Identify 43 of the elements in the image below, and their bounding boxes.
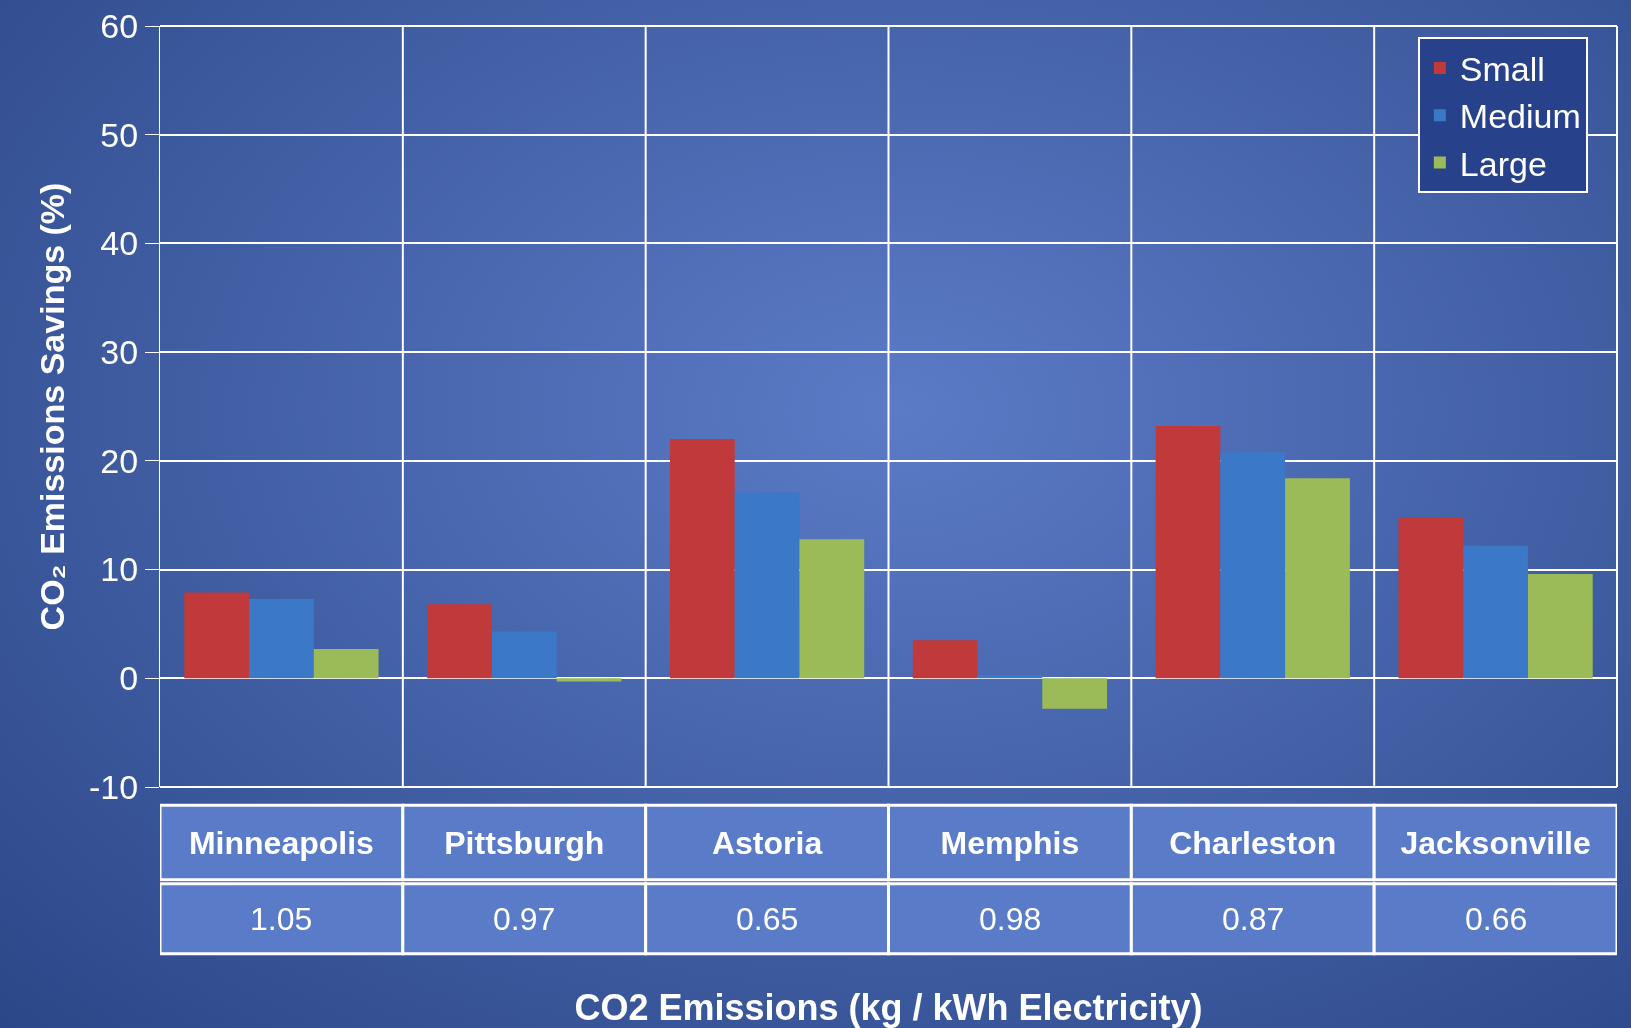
bar	[977, 675, 1043, 679]
text: 0.66	[1465, 901, 1528, 937]
bar	[556, 678, 622, 682]
x-tick-label: Memphis	[940, 825, 1080, 861]
bar	[491, 631, 557, 679]
bar	[1398, 517, 1464, 679]
bar	[427, 604, 492, 679]
x-axis-title: CO2 Emissions (kg / kWh Electricity)	[574, 987, 1203, 1028]
text: 1.05	[250, 901, 313, 937]
legend-label: Large	[1459, 144, 1547, 183]
bar	[1463, 545, 1528, 679]
bar	[912, 640, 978, 679]
x-tick-label: Charleston	[1169, 825, 1337, 861]
y-tick-label: 50	[100, 115, 139, 154]
bar	[313, 648, 379, 679]
y-axis-title: CO₂ Emissions Savings (%)	[32, 182, 71, 631]
text: 0.65	[736, 901, 799, 937]
y-tick-label: 0	[119, 659, 139, 698]
x-tick-label: Astoria	[711, 825, 823, 861]
bar	[1155, 426, 1221, 679]
y-tick-label: 40	[100, 224, 139, 263]
text: 0.97	[493, 901, 556, 937]
x-tick-label: Jacksonville	[1400, 825, 1591, 861]
bar	[1285, 478, 1350, 679]
y-tick-label: 20	[100, 441, 139, 480]
legend-label: Small	[1459, 50, 1545, 89]
y-tick-label: 60	[100, 6, 139, 45]
legend-label: Medium	[1459, 97, 1581, 136]
y-tick-label: 10	[100, 550, 139, 589]
bar	[799, 539, 865, 679]
bar	[184, 592, 250, 679]
text: 0.87	[1222, 901, 1285, 937]
x-tick-label: Minneapolis	[188, 825, 374, 861]
bar	[1220, 452, 1286, 679]
bar	[1042, 678, 1108, 709]
y-tick-label: 30	[100, 333, 139, 372]
bar	[669, 439, 735, 679]
bar	[734, 492, 800, 679]
bar	[1527, 573, 1593, 679]
x-tick-label: Pittsburgh	[444, 825, 605, 861]
y-tick-label: -10	[89, 767, 139, 806]
text: 0.98	[979, 901, 1042, 937]
bar	[249, 598, 314, 679]
